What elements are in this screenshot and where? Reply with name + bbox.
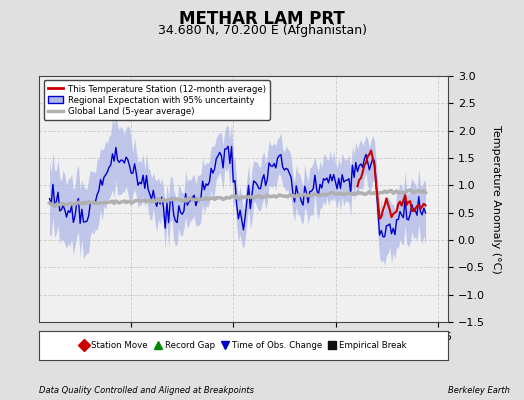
Text: Data Quality Controlled and Aligned at Breakpoints: Data Quality Controlled and Aligned at B…	[39, 386, 254, 395]
Legend: This Temperature Station (12-month average), Regional Expectation with 95% uncer: This Temperature Station (12-month avera…	[43, 80, 270, 120]
Text: 34.680 N, 70.200 E (Afghanistan): 34.680 N, 70.200 E (Afghanistan)	[158, 24, 366, 37]
Text: Berkeley Earth: Berkeley Earth	[448, 386, 510, 395]
Text: METHAR LAM PRT: METHAR LAM PRT	[179, 10, 345, 28]
Y-axis label: Temperature Anomaly (°C): Temperature Anomaly (°C)	[492, 125, 501, 273]
Legend: Station Move, Record Gap, Time of Obs. Change, Empirical Break: Station Move, Record Gap, Time of Obs. C…	[78, 338, 410, 353]
